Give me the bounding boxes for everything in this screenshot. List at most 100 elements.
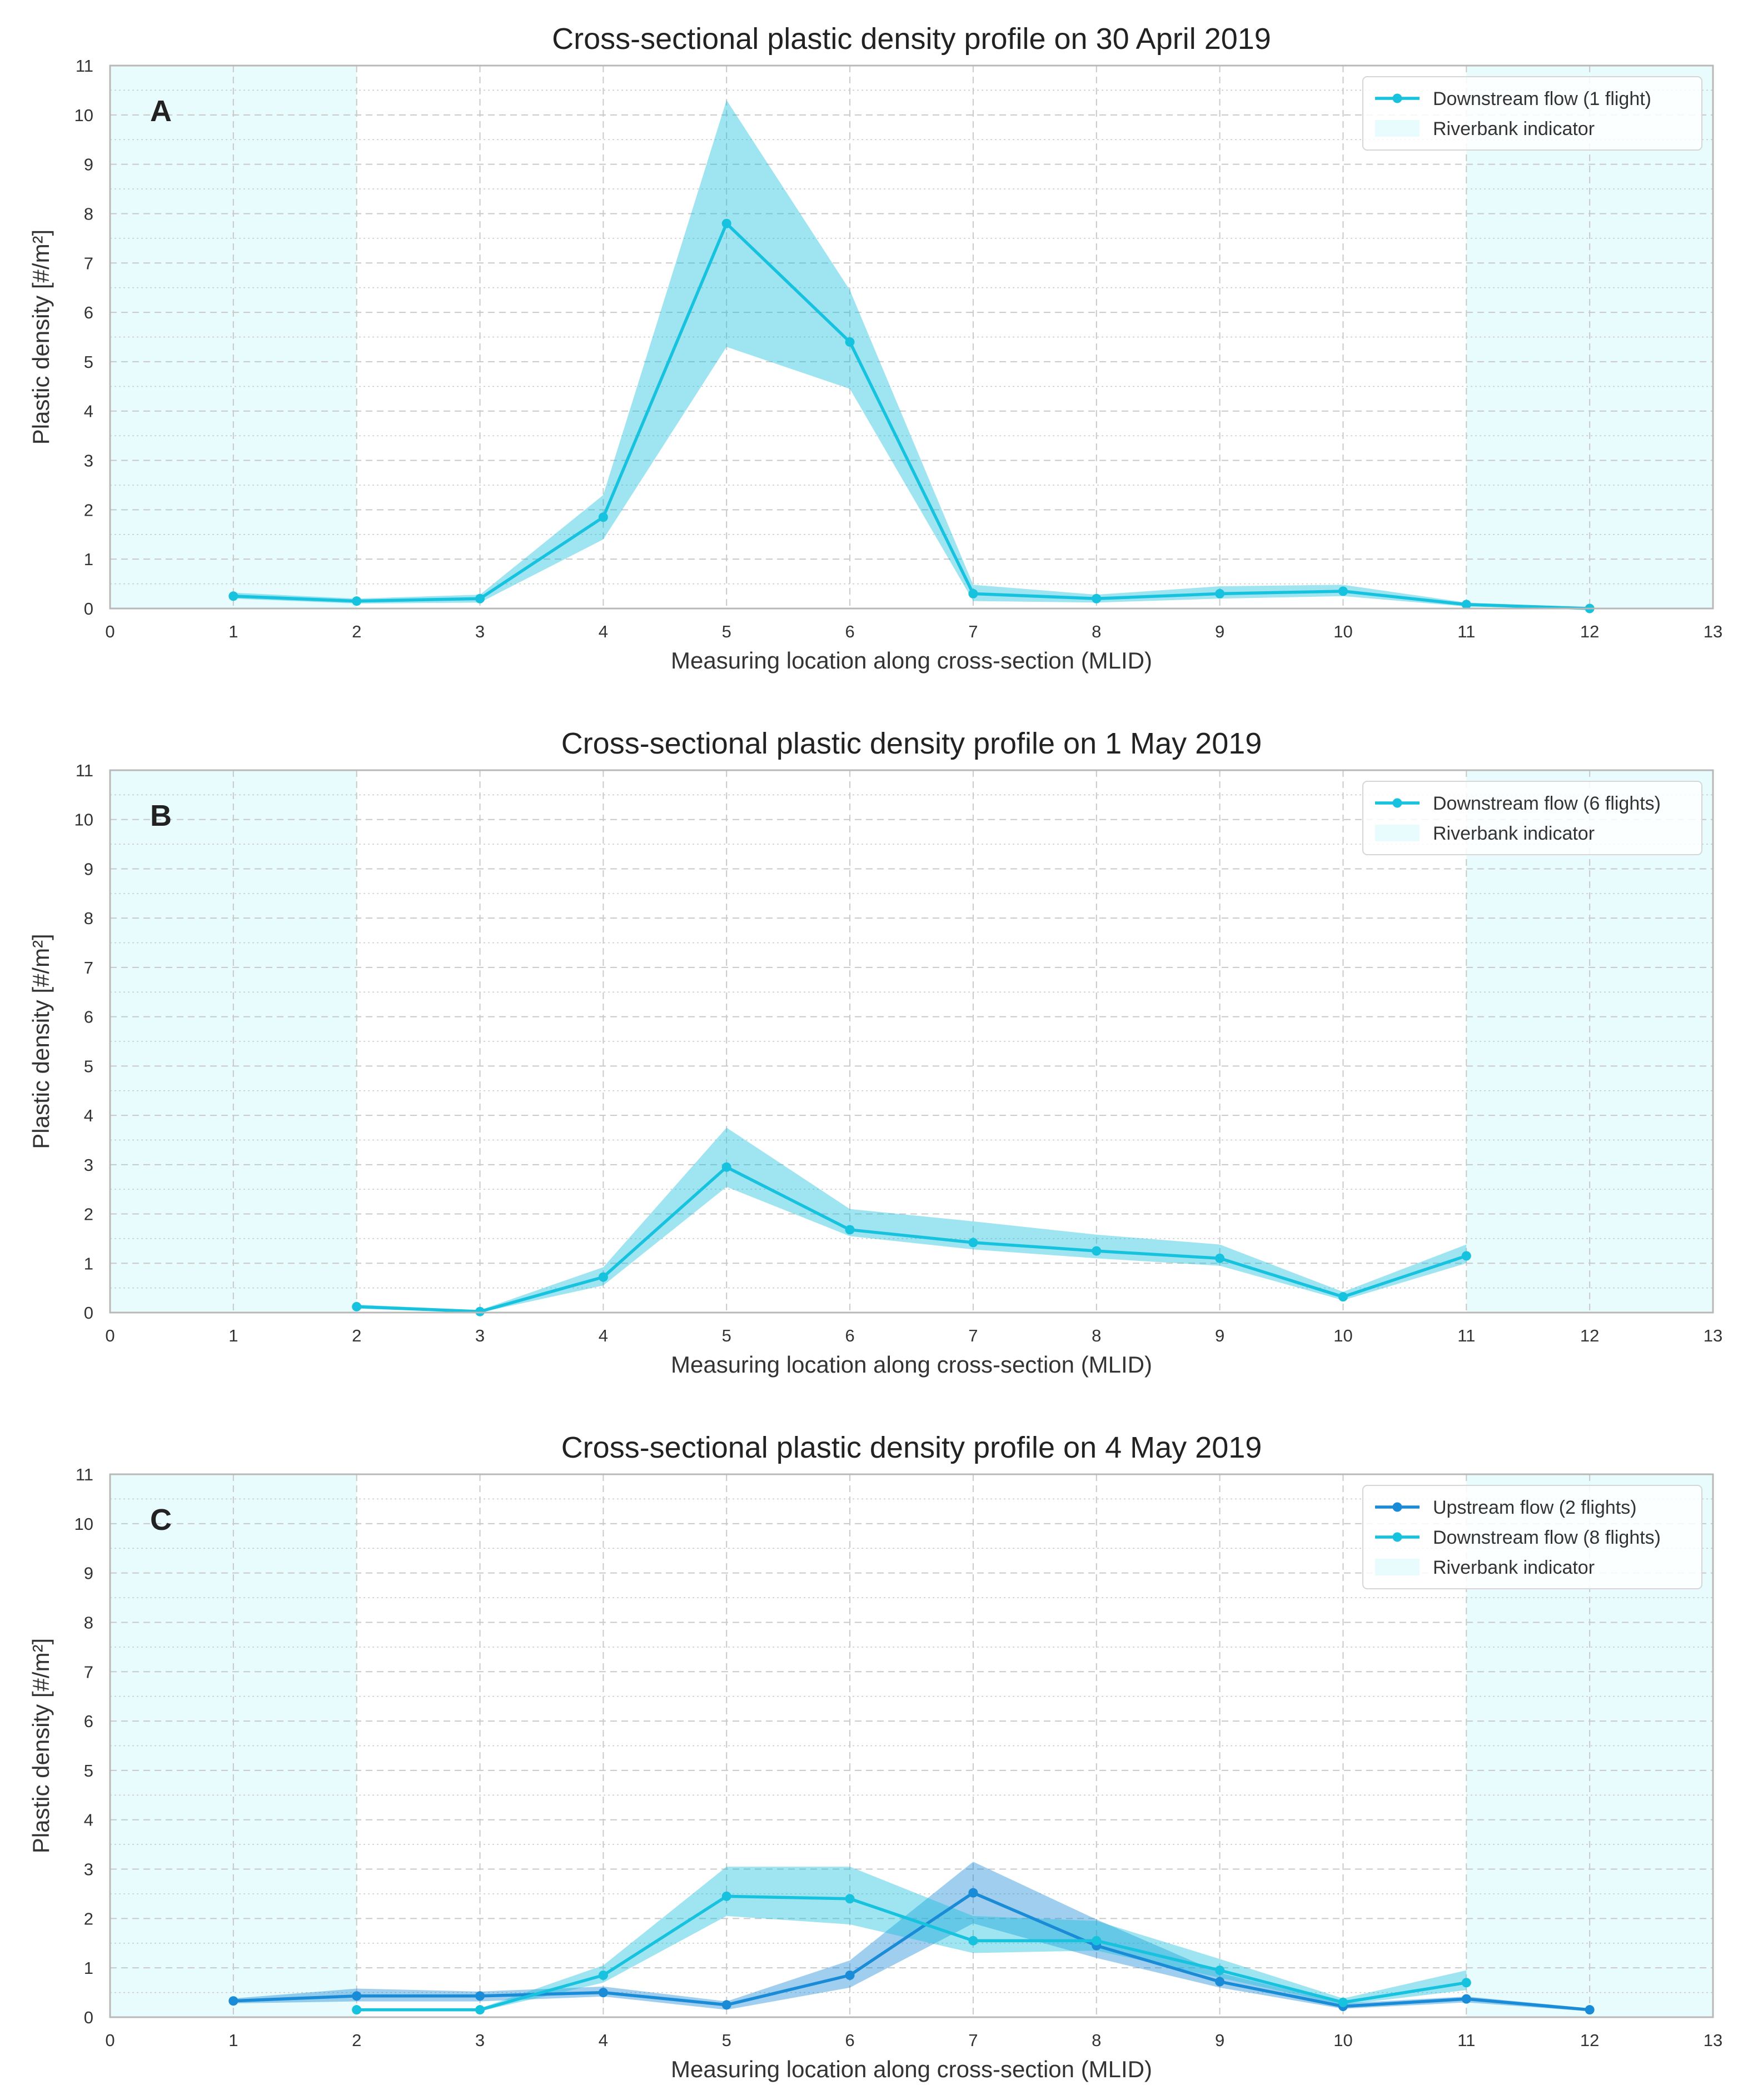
data-point-downstream [1338,1292,1348,1302]
data-point-downstream [721,1891,731,1901]
y-tick-label: 1 [84,1958,93,1978]
series-line-downstream [356,1894,1467,2012]
x-axis-label: Measuring location along cross-section (… [671,2056,1152,2082]
legend-marker-downstream [1392,798,1402,808]
data-point-downstream [598,1971,608,1981]
x-tick-label: 5 [722,622,731,641]
plot-frame [109,64,1714,610]
y-tick-label: 6 [84,303,93,322]
x-tick-label: 11 [1457,622,1475,641]
x-tick-label: 5 [722,1326,731,1345]
y-tick-label: 11 [76,56,93,76]
x-tick-label: 7 [968,2031,978,2050]
data-point-downstream [1215,1253,1225,1263]
data-point-downstream [1092,1246,1102,1256]
data-point-upstream [1461,1994,1471,2004]
legend-marker-upstream [1392,1502,1402,1512]
x-tick-label: 12 [1580,2031,1599,2050]
legend-entry: Riverbank indicator [1433,823,1595,844]
x-tick-label: 11 [1457,2031,1475,2050]
panel-a: 0 1 2 3 4 5 6 7 8 9 10 11 12 1301234567891011Measurin… [28,22,1722,674]
chart-title: Cross-sectional plastic density profile … [561,1431,1262,1464]
y-axis-label: Plastic density [#/m²] [28,1638,54,1853]
data-point-downstream [721,1162,731,1172]
x-tick-label: 0 [105,622,114,641]
data-point-upstream [475,1991,485,2001]
data-point-upstream [721,2000,731,2010]
plot-frame [109,769,1714,1314]
y-tick-label: 3 [84,451,93,471]
x-tick-label: 6 [845,622,854,641]
data-point-downstream [352,2005,362,2015]
panel-label: A [150,94,172,128]
panel-label: B [150,799,172,832]
y-tick-label: 0 [84,599,93,618]
legend-entry: Riverbank indicator [1433,118,1595,139]
data-point-downstream [968,1238,978,1248]
x-axis-label: Measuring location along cross-section (… [671,1351,1152,1378]
x-tick-label: 10 [1333,622,1352,641]
x-tick-label: 2 [352,2031,361,2050]
data-point-downstream [1215,1966,1225,1976]
data-point-downstream [845,337,855,347]
data-point-downstream [1338,586,1348,596]
legend: Upstream flow (2 flights) Downstream flow… [1362,1485,1702,1589]
chart-title: Cross-sectional plastic density profile … [552,22,1271,56]
plot-frame [109,1473,1714,2018]
legend-entry: Downstream flow (6 flights) [1433,793,1661,814]
data-point-downstream [1461,1251,1471,1261]
data-point-downstream [845,1894,855,1904]
y-tick-label: 1 [84,1254,93,1273]
x-tick-label: 13 [1704,622,1722,641]
y-tick-label: 3 [84,1155,93,1175]
x-tick-label: 9 [1215,622,1224,641]
x-tick-label: 6 [845,2031,854,2050]
data-point-downstream [352,596,362,606]
legend-entry: Riverbank indicator [1433,1557,1595,1578]
panel-label: C [150,1503,172,1537]
confidence-band-upstream [233,1862,1590,2012]
x-tick-label: 12 [1580,622,1599,641]
y-tick-label: 8 [84,204,93,223]
y-tick-label: 0 [84,1303,93,1323]
data-point-downstream [475,2005,485,2015]
y-tick-label: 1 [84,550,93,569]
data-point-upstream [1215,1977,1225,1987]
data-point-upstream [228,1996,238,2006]
y-axis-label: Plastic density [#/m²] [28,230,54,445]
y-tick-label: 2 [84,500,93,520]
data-point-downstream [721,218,731,228]
y-tick-label: 5 [84,352,93,372]
x-tick-label: 8 [1092,622,1101,641]
legend-marker-downstream [1392,1532,1402,1542]
data-point-upstream [352,1991,362,2001]
data-point-downstream [475,1306,485,1316]
y-tick-label: 2 [84,1205,93,1224]
x-tick-label: 0 [105,2031,114,2050]
data-point-downstream [1461,1978,1471,1988]
x-tick-label: 3 [475,622,485,641]
legend-swatch-riverbank [1375,825,1420,841]
data-point-downstream [1092,593,1102,603]
y-tick-label: 11 [76,761,93,780]
y-tick-label: 9 [84,859,93,879]
x-tick-label: 12 [1580,1326,1599,1345]
y-tick-label: 8 [84,909,93,928]
legend: Downstream flow (1 flight) Riverbank indi… [1362,76,1702,151]
data-point-downstream [598,1272,608,1282]
panel-c: 0 1 2 3 4 5 6 7 8 9 10 11 12 1301234567891011Measurin… [28,1431,1722,2082]
series-line-upstream [233,1891,1590,2012]
panel-b: 0 1 2 3 4 5 6 7 8 9 10 11 12 1301234567891011Measurin… [28,727,1722,1378]
y-tick-label: 4 [84,1810,93,1830]
y-tick-label: 11 [76,1465,93,1484]
x-tick-label: 4 [599,622,608,641]
x-tick-label: 2 [352,1326,361,1345]
x-tick-label: 9 [1215,2031,1224,2050]
confidence-band-downstream [356,1128,1467,1313]
x-tick-label: 13 [1704,1326,1722,1345]
x-tick-label: 1 [228,622,238,641]
y-tick-label: 0 [84,2008,93,2027]
legend-box [1362,76,1702,151]
x-tick-label: 7 [968,622,978,641]
